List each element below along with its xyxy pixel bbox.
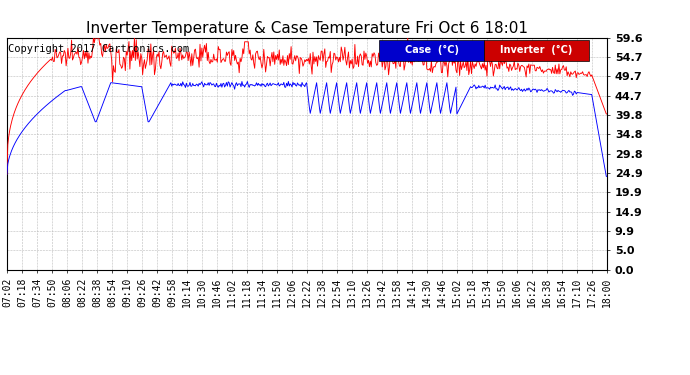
Text: Inverter  (°C): Inverter (°C) <box>500 45 573 56</box>
FancyBboxPatch shape <box>484 40 589 61</box>
Text: Copyright 2017 Cartronics.com: Copyright 2017 Cartronics.com <box>8 45 189 54</box>
Title: Inverter Temperature & Case Temperature Fri Oct 6 18:01: Inverter Temperature & Case Temperature … <box>86 21 528 36</box>
Text: Case  (°C): Case (°C) <box>404 45 459 56</box>
FancyBboxPatch shape <box>379 40 484 61</box>
